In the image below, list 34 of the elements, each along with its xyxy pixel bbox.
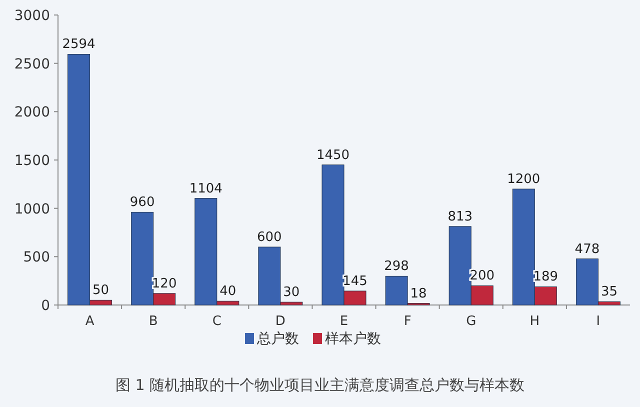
data-label: 298 bbox=[384, 259, 409, 274]
data-label: 1200 bbox=[507, 172, 540, 187]
x-tick-label: B bbox=[148, 314, 158, 329]
x-tick-label: D bbox=[275, 314, 286, 329]
data-label: 600 bbox=[257, 230, 282, 245]
data-label: 1450 bbox=[316, 148, 350, 163]
x-tick-label: G bbox=[466, 314, 476, 329]
caption: 图 1 随机抽取的十个物业项目业主满意度调查总户数与样本数 bbox=[115, 376, 525, 394]
data-label: 145 bbox=[342, 274, 368, 289]
y-tick-label: 1500 bbox=[14, 153, 50, 169]
y-tick-label: 500 bbox=[23, 250, 50, 266]
data-label: 35 bbox=[600, 284, 618, 300]
data-label: 50 bbox=[92, 283, 110, 298]
y-tick-label: 2500 bbox=[14, 56, 50, 72]
y-tick-label: 0 bbox=[41, 298, 50, 314]
legend-label: 总户数 bbox=[256, 331, 299, 347]
data-label: 18 bbox=[410, 286, 427, 302]
data-label: 960 bbox=[130, 195, 155, 210]
data-label: 2594 bbox=[62, 37, 96, 52]
x-tick-label: E bbox=[340, 314, 348, 329]
data-label: 40 bbox=[220, 284, 236, 300]
x-tick-label: I bbox=[596, 314, 600, 329]
x-tick-label: F bbox=[404, 314, 412, 329]
data-label: 1104 bbox=[189, 181, 222, 196]
x-tick-label: C bbox=[212, 314, 222, 329]
data-label: 813 bbox=[448, 209, 473, 224]
y-tick-label: 2000 bbox=[14, 104, 50, 121]
data-label: 30 bbox=[283, 285, 300, 300]
legend-label: 样本户数 bbox=[325, 331, 381, 347]
data-label: 478 bbox=[574, 242, 600, 257]
x-tick-label: H bbox=[530, 314, 540, 329]
y-tick-label: 3000 bbox=[14, 8, 50, 24]
x-tick-label: A bbox=[85, 314, 94, 329]
y-tick-label: 1000 bbox=[14, 201, 50, 218]
